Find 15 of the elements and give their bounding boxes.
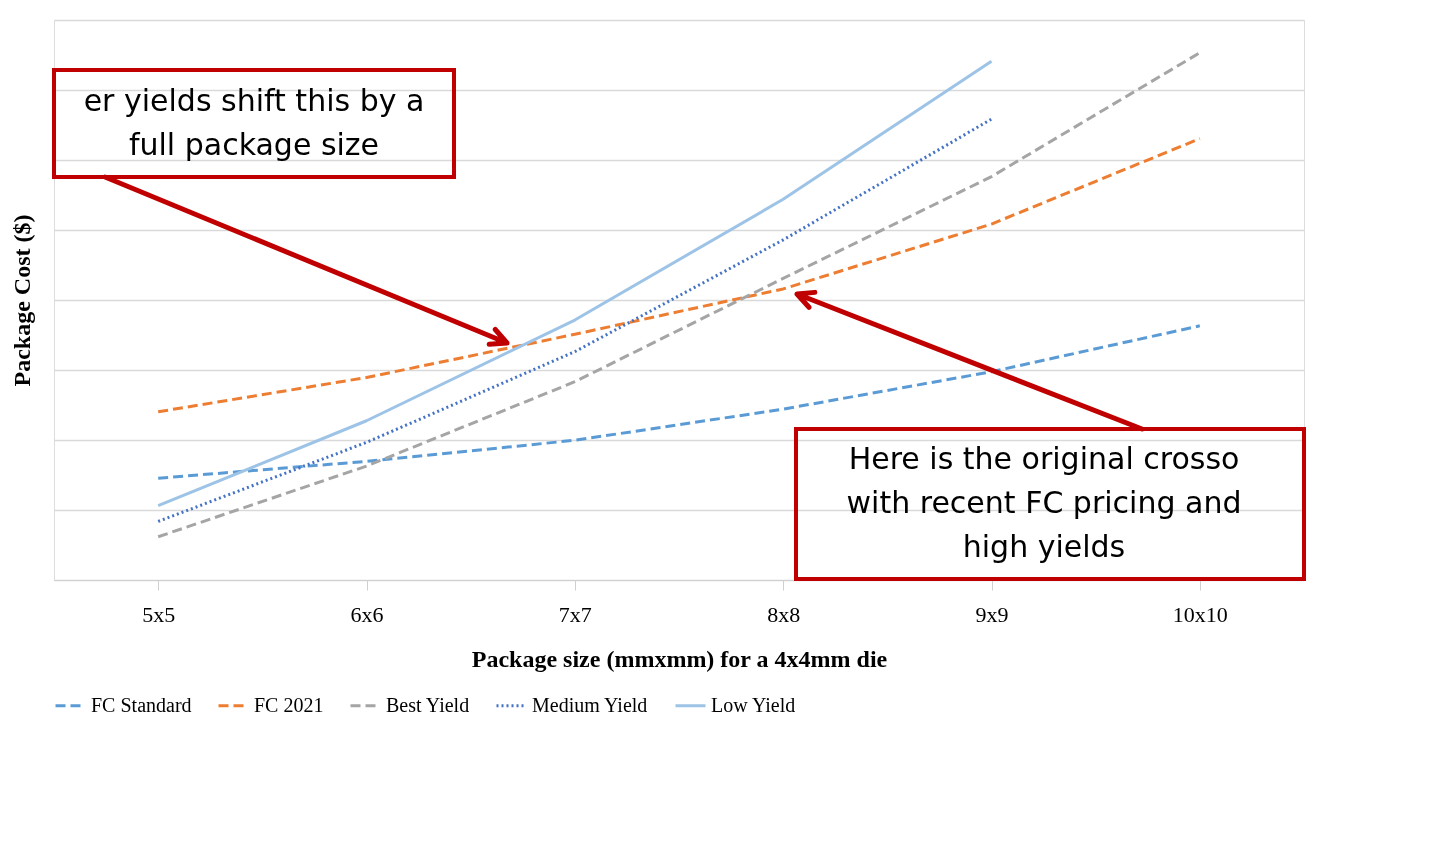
annotation: Here is the original crosso with recent FC pricing and high yields [846, 441, 1242, 564]
y-axis-title: Package Cost ($) [8, 214, 35, 387]
x-tick-label: 6x6 [350, 601, 384, 627]
annotation: er yields shift this by a full package size [83, 82, 425, 162]
x-tick-label: 9x9 [975, 601, 1009, 627]
legend-label: FC 2021 [254, 693, 324, 716]
legend-label: Best Yield [386, 693, 470, 716]
x-tick-label: 7x7 [558, 601, 592, 627]
x-tick-label: 5x5 [142, 601, 176, 627]
legend-label: Medium Yield [532, 693, 648, 716]
x-tick-label: 8x8 [767, 601, 801, 627]
legend-label: FC Standard [91, 693, 192, 716]
legend-label: Low Yield [711, 693, 796, 716]
x-axis-title: Package size (mmxmm) for a 4x4mm die [471, 645, 888, 672]
x-tick-label: 10x10 [1172, 601, 1228, 627]
